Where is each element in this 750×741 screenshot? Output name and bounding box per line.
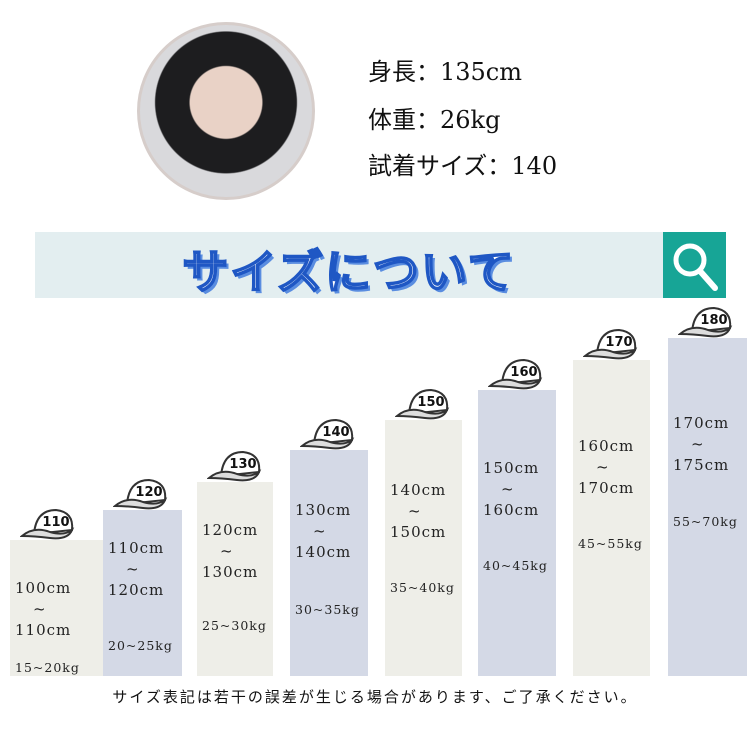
height-range: 130cm ~ 140cm: [295, 500, 351, 563]
height-range: 150cm ~ 160cm: [483, 458, 539, 521]
size-column-120: 120 110cm ~ 120cm 20~25kg: [103, 478, 182, 676]
tilde: ~: [33, 600, 47, 618]
tilde: ~: [126, 560, 140, 578]
cap-icon: 140: [300, 418, 355, 450]
height-to: 110cm: [15, 621, 72, 639]
height-range: 120cm ~ 130cm: [202, 520, 258, 583]
height-to: 160cm: [483, 501, 540, 519]
size-column-130: 130 120cm ~ 130cm 25~30kg: [197, 450, 273, 676]
cap-size-label: 180: [700, 313, 727, 328]
size-banner: サイズについて: [35, 232, 663, 300]
height-range: 100cm ~ 110cm: [15, 578, 71, 641]
weight-range: 25~30kg: [202, 618, 267, 633]
trial-size: 試着サイズ：140: [368, 152, 558, 180]
height-to: 150cm: [390, 523, 447, 541]
height-from: 170cm: [673, 414, 730, 432]
height-from: 150cm: [483, 459, 540, 477]
height-from: 100cm: [15, 579, 72, 597]
cap-icon: 180: [678, 306, 733, 338]
cap-icon: 170: [583, 328, 638, 360]
size-column-150: 150 140cm ~ 150cm 35~40kg: [385, 388, 462, 676]
size-column-140: 140 130cm ~ 140cm 30~35kg: [290, 418, 368, 676]
weight-range: 40~45kg: [483, 558, 548, 573]
cap-size-label: 160: [510, 365, 537, 380]
weight-range: 15~20kg: [15, 660, 80, 675]
model-photo: [137, 22, 315, 200]
height-from: 120cm: [202, 521, 259, 539]
cap-size-label: 130: [229, 457, 256, 472]
model-height: 身長：135cm: [368, 58, 523, 86]
weight-range: 35~40kg: [390, 580, 455, 595]
height-to: 120cm: [108, 581, 165, 599]
height-range: 170cm ~ 175cm: [673, 413, 729, 476]
size-column-110: 110 100cm ~ 110cm 15~20kg: [10, 508, 104, 676]
tilde: ~: [313, 522, 327, 540]
weight-range: 30~35kg: [295, 602, 360, 617]
cap-icon: 150: [395, 388, 450, 420]
cap-size-label: 110: [42, 515, 69, 530]
weight-range: 55~70kg: [673, 514, 738, 529]
tilde: ~: [220, 542, 234, 560]
size-disclaimer: サイズ表記は若干の誤差が生じる場合があります、ご了承ください。: [112, 688, 638, 706]
height-to: 140cm: [295, 543, 352, 561]
height-to: 130cm: [202, 563, 259, 581]
height-from: 160cm: [578, 437, 635, 455]
height-from: 110cm: [108, 539, 165, 557]
size-column-170: 170 160cm ~ 170cm 45~55kg: [573, 328, 650, 676]
size-column-180: 180 170cm ~ 175cm 55~70kg: [668, 306, 747, 676]
height-to: 175cm: [673, 456, 730, 474]
tilde: ~: [501, 480, 515, 498]
weight-range: 20~25kg: [108, 638, 173, 653]
cap-icon: 110: [20, 508, 75, 540]
cap-size-label: 120: [135, 485, 162, 500]
size-column-160: 160 150cm ~ 160cm 40~45kg: [478, 358, 556, 676]
model-weight: 体重：26kg: [368, 106, 501, 134]
cap-size-label: 170: [605, 335, 632, 350]
tilde: ~: [408, 502, 422, 520]
height-from: 130cm: [295, 501, 352, 519]
cap-size-label: 140: [322, 425, 349, 440]
height-range: 110cm ~ 120cm: [108, 538, 164, 601]
height-to: 170cm: [578, 479, 635, 497]
height-range: 160cm ~ 170cm: [578, 436, 634, 499]
height-range: 140cm ~ 150cm: [390, 480, 446, 543]
tilde: ~: [596, 458, 610, 476]
banner-title: サイズについて: [181, 244, 516, 300]
cap-size-label: 150: [417, 395, 444, 410]
cap-icon: 160: [488, 358, 543, 390]
weight-range: 45~55kg: [578, 536, 643, 551]
cap-icon: 120: [113, 478, 168, 510]
search-icon: [663, 232, 726, 298]
cap-icon: 130: [207, 450, 262, 482]
tilde: ~: [691, 435, 705, 453]
height-from: 140cm: [390, 481, 447, 499]
